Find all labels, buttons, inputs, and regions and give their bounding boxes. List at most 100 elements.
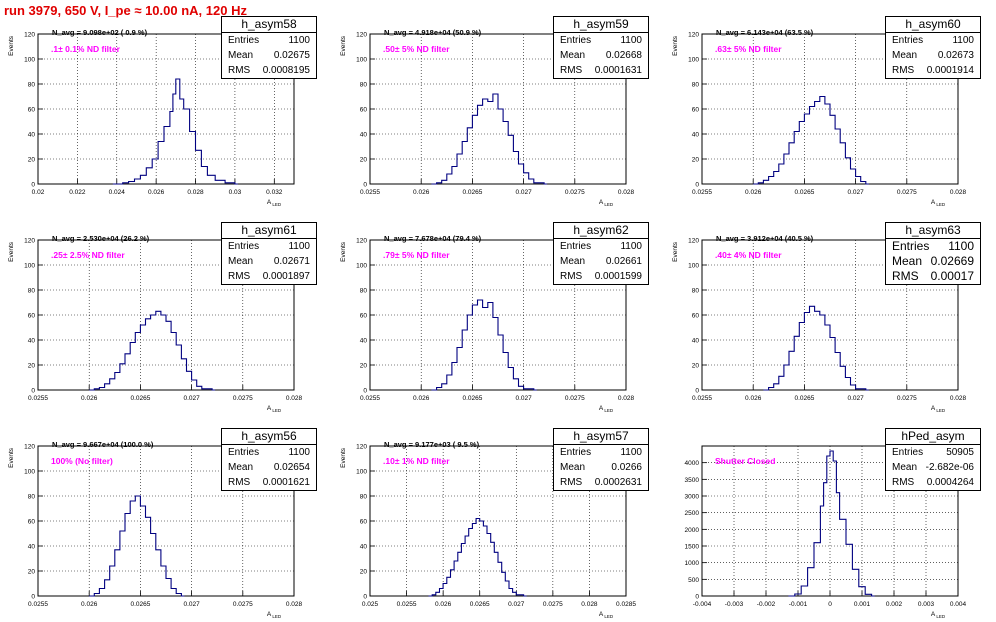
stats-row-rms: RMS 0.0001631: [554, 63, 648, 78]
x-axis-label: A LED: [931, 611, 946, 619]
stats-value: 0.0001914: [926, 65, 974, 76]
x-tick-label: 0.026: [435, 601, 452, 608]
y-tick-label: 80: [360, 82, 368, 89]
x-tick-label: 0.028: [950, 189, 967, 196]
x-tick-label: 0.028: [618, 395, 635, 402]
stats-title: hPed_asym: [886, 429, 980, 445]
stats-row-mean: Mean 0.02669: [886, 254, 980, 269]
y-tick-label: 80: [28, 288, 36, 295]
histogram-bars: [112, 78, 238, 185]
x-tick-label: 0.027: [508, 601, 525, 608]
histogram-h_asym58: 0.02 0.022 0.024 0.026 0.028 0.03 0.032 0 20 40 60…: [0, 12, 317, 207]
filter-annotation: .25± 2.5% ND filter: [51, 250, 125, 260]
stats-value: 0.02661: [605, 256, 642, 267]
plot-area: 0.0255 0.026 0.0265 0.027 0.0275 0.028 0 20 40 60…: [672, 28, 967, 207]
stats-value: 0.0001621: [262, 477, 310, 488]
histogram-bars: [431, 93, 548, 185]
x-tick-label: 0.0265: [794, 395, 814, 402]
histogram-h_asym63: 0.0255 0.026 0.0265 0.027 0.0275 0.028 0 20 40 60…: [664, 218, 981, 413]
stats-key: Mean: [228, 462, 254, 473]
y-tick-label: 20: [28, 569, 36, 576]
y-tick-label: 60: [28, 107, 36, 114]
y-tick-label: 0: [31, 388, 35, 395]
stats-title: h_asym56: [222, 429, 316, 445]
stats-key: Entries: [892, 239, 930, 253]
x-tick-label: 0.026: [148, 189, 165, 196]
stats-value: 1100: [288, 35, 310, 46]
stats-key: Entries: [228, 241, 260, 252]
y-tick-label: 0: [363, 182, 367, 189]
y-tick-label: 0: [363, 594, 367, 601]
stats-key: Mean: [560, 256, 586, 267]
y-tick-label: 1000: [685, 560, 700, 567]
histogram-h_asym61: 0.0255 0.026 0.0265 0.027 0.0275 0.028 0 20 40 60…: [0, 218, 317, 413]
histogram-bars: [431, 299, 537, 391]
stats-row-entries: Entries 1100: [222, 33, 316, 48]
x-tick-label: 0.0255: [360, 395, 380, 402]
y-tick-label: 100: [24, 263, 35, 270]
y-tick-label: 120: [24, 238, 35, 245]
y-tick-label: 40: [28, 544, 36, 551]
y-tick-label: 60: [360, 313, 368, 320]
x-axis-label: A LED: [267, 405, 282, 413]
y-tick-label: 20: [360, 569, 368, 576]
stats-value: 0.02669: [930, 254, 974, 268]
y-axis-label: Events: [340, 35, 347, 56]
filter-annotation: .10± 1% ND filter: [383, 456, 450, 466]
filter-annotation: 100% (No filter): [51, 456, 113, 466]
x-tick-label: 0.0265: [462, 189, 482, 196]
x-axis-label: A LED: [599, 199, 614, 207]
stats-value: 0.02668: [605, 50, 642, 61]
x-tick-label: 0.0255: [397, 601, 417, 608]
y-tick-label: 100: [356, 469, 367, 476]
x-tick-label: 0.0265: [130, 601, 150, 608]
stats-key: Entries: [560, 35, 592, 46]
y-tick-label: 0: [695, 182, 699, 189]
histogram-h_asym62: 0.0255 0.026 0.0265 0.027 0.0275 0.028 0 20 40 60…: [332, 218, 649, 413]
stats-row-entries: Entries 1100: [886, 33, 980, 48]
stats-title: h_asym61: [222, 223, 316, 239]
y-tick-label: 0: [363, 388, 367, 395]
stats-row-mean: Mean 0.02675: [222, 48, 316, 63]
y-tick-label: 0: [695, 594, 699, 601]
y-tick-label: 60: [360, 107, 368, 114]
y-tick-label: 20: [692, 157, 700, 164]
stats-value: 0.0008195: [262, 65, 310, 76]
y-axis-label: Events: [672, 35, 679, 56]
x-tick-label: 0.0275: [565, 189, 585, 196]
stats-value: 0.02675: [273, 50, 310, 61]
stats-key: RMS: [892, 65, 915, 76]
y-tick-label: 2000: [685, 527, 700, 534]
y-tick-label: 60: [360, 519, 368, 526]
histogram-h_asym59: 0.0255 0.026 0.0265 0.027 0.0275 0.028 0 20 40 60…: [332, 12, 649, 207]
stats-box: h_asym60 Entries 1100 Mean 0.02673 RMS 0.00019…: [885, 16, 981, 79]
stats-value: 1100: [620, 35, 642, 46]
filter-annotation: Shutter Closed: [715, 456, 775, 466]
stats-key: Entries: [892, 35, 924, 46]
x-tick-label: -0.003: [725, 601, 744, 608]
y-tick-label: 40: [692, 132, 700, 139]
filter-annotation: .1± 0.1% ND filter: [51, 44, 121, 54]
stats-key: Entries: [228, 447, 260, 458]
y-tick-label: 80: [360, 288, 368, 295]
stats-key: Mean: [560, 50, 586, 61]
histogram-h_asym60: 0.0255 0.026 0.0265 0.027 0.0275 0.028 0 20 40 60…: [664, 12, 981, 207]
x-tick-label: 0.027: [183, 395, 200, 402]
stats-box: h_asym56 Entries 1100 Mean 0.02654 RMS 0.00016…: [221, 428, 317, 491]
y-tick-label: 1500: [685, 544, 700, 551]
stats-key: Entries: [560, 241, 592, 252]
x-tick-label: 0.026: [413, 189, 430, 196]
stats-key: Entries: [228, 35, 260, 46]
stats-key: RMS: [228, 65, 251, 76]
stats-key: Mean: [228, 256, 254, 267]
stats-row-entries: Entries 1100: [554, 445, 648, 460]
x-tick-label: 0.0265: [470, 601, 490, 608]
x-tick-label: 0.027: [515, 189, 532, 196]
stats-value: 0.0002631: [594, 477, 642, 488]
stats-box: h_asym59 Entries 1100 Mean 0.02668 RMS 0.00016…: [553, 16, 649, 79]
x-tick-label: 0.022: [69, 189, 86, 196]
stats-value: 0.0001631: [594, 65, 642, 76]
stats-key: Mean: [560, 462, 586, 473]
stats-row-rms: RMS 0.0001914: [886, 63, 980, 78]
y-tick-label: 120: [24, 444, 35, 451]
